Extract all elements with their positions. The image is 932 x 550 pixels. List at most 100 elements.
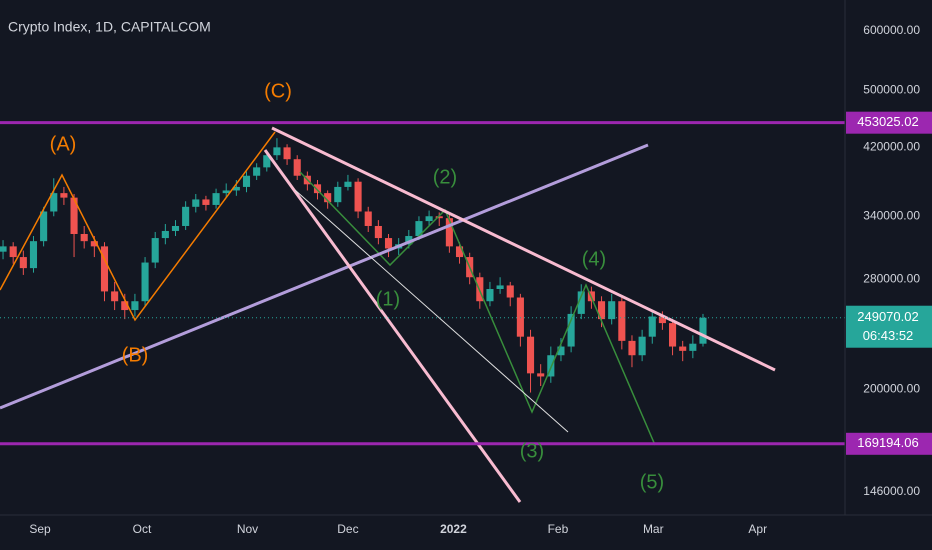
candle-body: [445, 218, 453, 247]
wave-label: (B): [122, 344, 149, 366]
y-tick-label: 340000.00: [863, 208, 920, 222]
y-tick-label: 280000.00: [863, 272, 920, 286]
levels: [0, 121, 845, 446]
candle-body: [131, 301, 139, 311]
candle-body: [679, 346, 687, 351]
candle-body: [141, 262, 149, 302]
last-price-box: [846, 305, 932, 348]
candle-body: [516, 297, 524, 337]
candle-body: [658, 316, 666, 324]
candle-body: [80, 233, 88, 242]
candle-body: [699, 317, 707, 344]
candle-body: [435, 216, 443, 219]
candle-body: [40, 211, 48, 242]
candle-body: [648, 316, 656, 337]
candle-body: [354, 181, 362, 212]
last-price-label: 249070.02: [857, 309, 918, 324]
channel-line: [294, 189, 569, 433]
candle-body: [151, 238, 159, 263]
candle-body: [455, 246, 464, 258]
wave-label: (1): [376, 288, 400, 310]
candle-body: [608, 301, 616, 320]
x-tick-label: Dec: [337, 522, 358, 536]
price-axis: [845, 0, 932, 515]
candle-body: [0, 246, 7, 252]
wave-label: (C): [264, 80, 292, 102]
x-tick-label: Oct: [133, 522, 152, 536]
candle-body: [161, 230, 169, 239]
x-tick-label: Mar: [643, 522, 664, 536]
candle-body: [50, 193, 58, 212]
x-tick-label: Nov: [237, 522, 258, 536]
candle-body: [638, 336, 646, 356]
candle-body: [232, 186, 240, 191]
candle-body: [263, 155, 271, 168]
candle-body: [334, 186, 342, 203]
candle-body: [90, 241, 98, 247]
y-tick-label: 146000.00: [863, 484, 920, 498]
candle-body: [537, 373, 545, 377]
candle-body: [415, 221, 423, 237]
candle-body: [253, 167, 261, 176]
candle-body: [192, 199, 200, 207]
candle-body: [486, 289, 494, 302]
candle-body: [425, 216, 433, 222]
candle-body: [618, 301, 626, 341]
price-level-box: [846, 432, 932, 455]
candle-body: [202, 199, 210, 205]
resistance-trendline: [271, 126, 776, 372]
candle-body: [100, 246, 109, 292]
candle-body: [669, 323, 677, 347]
wave-label: (4): [582, 248, 606, 270]
candle-body: [384, 238, 393, 249]
candle-body: [577, 291, 585, 314]
candle-body: [628, 340, 636, 356]
candle-body: [567, 313, 575, 347]
x-tick-label: Sep: [29, 522, 51, 536]
impulse-wave: [299, 171, 656, 446]
price-level-label: 169194.06: [857, 435, 918, 450]
y-tick-label: 200000.00: [863, 381, 920, 395]
candle-body: [506, 285, 514, 298]
countdown: 06:43:52: [863, 328, 914, 343]
price-level-box: [846, 111, 932, 134]
candle-body: [212, 193, 220, 205]
candle-body: [324, 193, 332, 203]
axes: 146000.00 200000.00 280000.00 340000.00 4200…: [29, 23, 932, 536]
candle-body: [19, 257, 27, 269]
candle-body: [121, 301, 129, 311]
candle-body: [60, 193, 68, 198]
price-level-label: 453025.02: [857, 114, 918, 129]
y-tick-label: 420000.00: [863, 140, 920, 154]
candle-body: [557, 346, 565, 356]
candle-body: [242, 175, 251, 187]
candle-body: [689, 343, 697, 351]
wave-label: (2): [433, 166, 457, 188]
candle-body: [9, 246, 17, 258]
wave-label: (5): [640, 471, 664, 493]
candle-body: [182, 206, 190, 226]
support-trendline: [0, 143, 649, 410]
abc-wave: [0, 131, 276, 322]
candle-body: [273, 147, 281, 156]
candle-body: [293, 159, 301, 176]
wave-labels: (A) (B) (C) (1) (2) (3) (4) (5): [50, 80, 665, 493]
y-tick-label: 600000.00: [863, 23, 920, 37]
candles: [0, 138, 707, 393]
candle-body: [526, 336, 535, 374]
candle-body: [222, 190, 230, 194]
candle-body: [70, 197, 78, 234]
x-tick-label: Apr: [748, 522, 767, 536]
y-tick-label: 500000.00: [863, 83, 920, 97]
chart-title: Crypto Index, 1D, CAPITALCOM: [8, 19, 211, 35]
candle-body: [374, 225, 382, 239]
x-tick-label: Feb: [548, 522, 569, 536]
wave-label: (A): [50, 133, 77, 155]
candle-body: [496, 285, 504, 290]
candle-body: [597, 301, 606, 320]
x-tick-label: 2022: [440, 522, 467, 536]
candle-body: [405, 236, 413, 245]
candle-body: [111, 291, 119, 302]
